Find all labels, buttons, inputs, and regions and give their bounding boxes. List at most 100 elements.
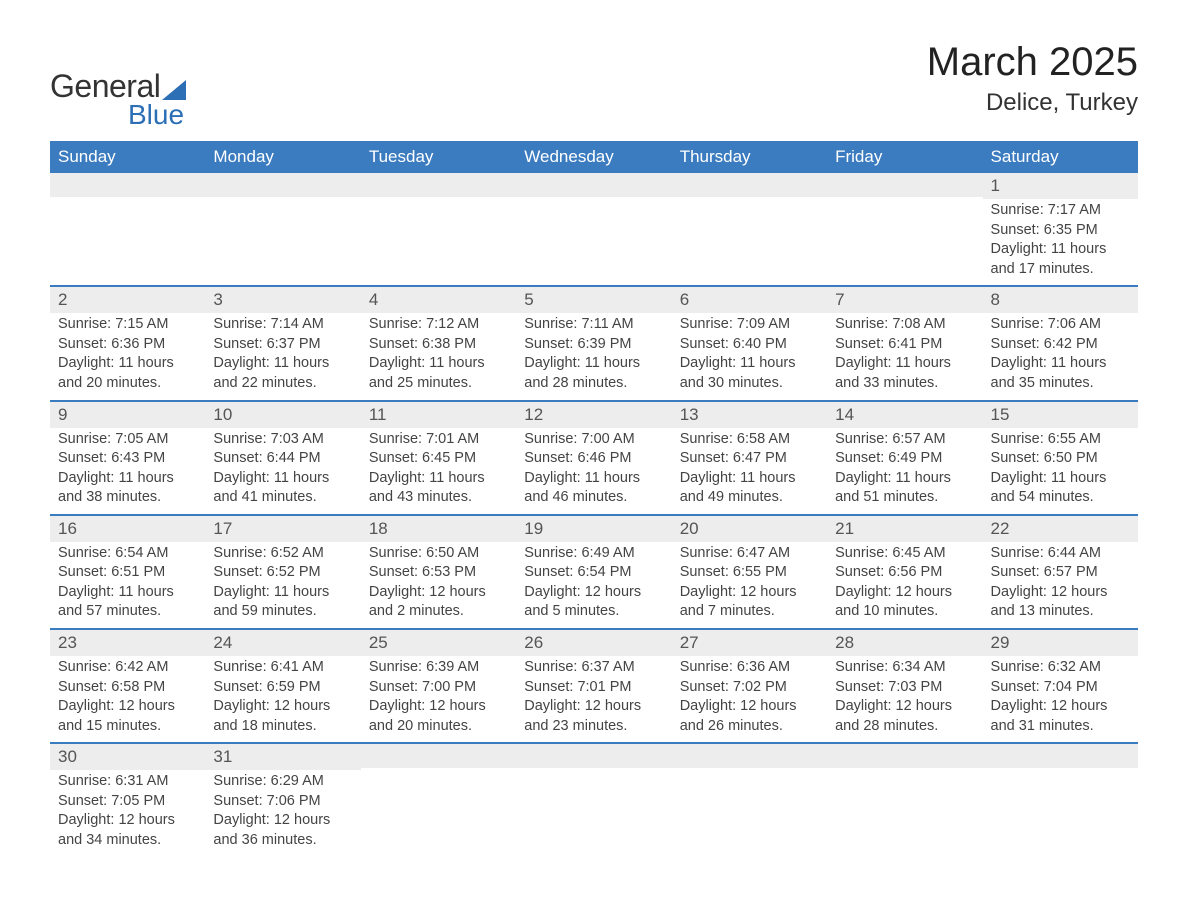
day-line-sr: Sunrise: 6:45 AM	[835, 544, 974, 564]
day-line-ss: Sunset: 6:47 PM	[680, 449, 819, 469]
day-body: Sunrise: 6:57 AMSunset: 6:49 PMDaylight:…	[827, 428, 982, 514]
day-body: Sunrise: 7:09 AMSunset: 6:40 PMDaylight:…	[672, 313, 827, 399]
day-line-d2: and 33 minutes.	[835, 374, 974, 394]
calendar-cell: 24Sunrise: 6:41 AMSunset: 6:59 PMDayligh…	[205, 629, 360, 743]
calendar-cell: 10Sunrise: 7:03 AMSunset: 6:44 PMDayligh…	[205, 401, 360, 515]
day-line-sr: Sunrise: 7:17 AM	[991, 201, 1130, 221]
day-body: Sunrise: 6:55 AMSunset: 6:50 PMDaylight:…	[983, 428, 1138, 514]
day-line-d1: Daylight: 11 hours	[58, 583, 197, 603]
header: General Blue March 2025 Delice, Turkey	[50, 40, 1138, 131]
day-line-d1: Daylight: 12 hours	[835, 583, 974, 603]
calendar-cell	[827, 743, 982, 856]
day-line-sr: Sunrise: 7:08 AM	[835, 315, 974, 335]
day-body: Sunrise: 6:45 AMSunset: 6:56 PMDaylight:…	[827, 542, 982, 628]
day-line-ss: Sunset: 6:44 PM	[213, 449, 352, 469]
day-number: 21	[827, 516, 982, 542]
day-line-ss: Sunset: 6:55 PM	[680, 563, 819, 583]
day-line-d2: and 43 minutes.	[369, 488, 508, 508]
day-line-ss: Sunset: 6:52 PM	[213, 563, 352, 583]
day-body: Sunrise: 6:34 AMSunset: 7:03 PMDaylight:…	[827, 656, 982, 742]
day-line-d1: Daylight: 11 hours	[369, 469, 508, 489]
day-body: Sunrise: 6:36 AMSunset: 7:02 PMDaylight:…	[672, 656, 827, 742]
day-line-d1: Daylight: 12 hours	[58, 811, 197, 831]
calendar-week: 23Sunrise: 6:42 AMSunset: 6:58 PMDayligh…	[50, 629, 1138, 743]
day-body: Sunrise: 6:47 AMSunset: 6:55 PMDaylight:…	[672, 542, 827, 628]
calendar-cell	[361, 173, 516, 286]
day-line-sr: Sunrise: 6:29 AM	[213, 772, 352, 792]
calendar-cell: 12Sunrise: 7:00 AMSunset: 6:46 PMDayligh…	[516, 401, 671, 515]
day-number: 18	[361, 516, 516, 542]
day-line-d1: Daylight: 12 hours	[369, 697, 508, 717]
day-body: Sunrise: 6:49 AMSunset: 6:54 PMDaylight:…	[516, 542, 671, 628]
day-line-ss: Sunset: 6:39 PM	[524, 335, 663, 355]
day-number: 30	[50, 744, 205, 770]
day-number: 17	[205, 516, 360, 542]
day-line-ss: Sunset: 6:36 PM	[58, 335, 197, 355]
day-line-d1: Daylight: 11 hours	[991, 354, 1130, 374]
day-body: Sunrise: 6:58 AMSunset: 6:47 PMDaylight:…	[672, 428, 827, 514]
calendar-cell: 29Sunrise: 6:32 AMSunset: 7:04 PMDayligh…	[983, 629, 1138, 743]
calendar-week: 16Sunrise: 6:54 AMSunset: 6:51 PMDayligh…	[50, 515, 1138, 629]
empty-day-number	[50, 173, 205, 197]
day-line-d2: and 38 minutes.	[58, 488, 197, 508]
day-body: Sunrise: 7:00 AMSunset: 6:46 PMDaylight:…	[516, 428, 671, 514]
weekday-header: Friday	[827, 141, 982, 173]
day-line-d2: and 13 minutes.	[991, 602, 1130, 622]
day-line-sr: Sunrise: 6:50 AM	[369, 544, 508, 564]
calendar-cell: 4Sunrise: 7:12 AMSunset: 6:38 PMDaylight…	[361, 286, 516, 400]
day-line-ss: Sunset: 7:05 PM	[58, 792, 197, 812]
day-line-d2: and 54 minutes.	[991, 488, 1130, 508]
day-line-ss: Sunset: 7:02 PM	[680, 678, 819, 698]
empty-day-number	[983, 744, 1138, 768]
calendar-cell	[516, 743, 671, 856]
day-line-d1: Daylight: 12 hours	[213, 697, 352, 717]
calendar-cell: 6Sunrise: 7:09 AMSunset: 6:40 PMDaylight…	[672, 286, 827, 400]
calendar-cell	[672, 173, 827, 286]
day-line-d2: and 22 minutes.	[213, 374, 352, 394]
day-body: Sunrise: 6:39 AMSunset: 7:00 PMDaylight:…	[361, 656, 516, 742]
day-body: Sunrise: 7:05 AMSunset: 6:43 PMDaylight:…	[50, 428, 205, 514]
day-line-d1: Daylight: 12 hours	[524, 697, 663, 717]
day-body: Sunrise: 7:06 AMSunset: 6:42 PMDaylight:…	[983, 313, 1138, 399]
day-line-sr: Sunrise: 7:01 AM	[369, 430, 508, 450]
day-line-ss: Sunset: 7:00 PM	[369, 678, 508, 698]
day-number: 15	[983, 402, 1138, 428]
calendar-header: SundayMondayTuesdayWednesdayThursdayFrid…	[50, 141, 1138, 173]
day-body: Sunrise: 6:41 AMSunset: 6:59 PMDaylight:…	[205, 656, 360, 742]
day-number: 8	[983, 287, 1138, 313]
day-line-ss: Sunset: 7:06 PM	[213, 792, 352, 812]
day-line-d2: and 59 minutes.	[213, 602, 352, 622]
day-number: 10	[205, 402, 360, 428]
day-line-d1: Daylight: 11 hours	[58, 469, 197, 489]
day-line-ss: Sunset: 7:04 PM	[991, 678, 1130, 698]
day-number: 9	[50, 402, 205, 428]
day-body: Sunrise: 7:15 AMSunset: 6:36 PMDaylight:…	[50, 313, 205, 399]
logo-triangle-icon	[162, 80, 186, 100]
day-number: 27	[672, 630, 827, 656]
day-body: Sunrise: 7:11 AMSunset: 6:39 PMDaylight:…	[516, 313, 671, 399]
day-line-sr: Sunrise: 6:49 AM	[524, 544, 663, 564]
calendar-cell	[50, 173, 205, 286]
day-number: 14	[827, 402, 982, 428]
day-line-sr: Sunrise: 7:03 AM	[213, 430, 352, 450]
day-line-ss: Sunset: 6:45 PM	[369, 449, 508, 469]
day-line-sr: Sunrise: 6:42 AM	[58, 658, 197, 678]
calendar-cell: 2Sunrise: 7:15 AMSunset: 6:36 PMDaylight…	[50, 286, 205, 400]
calendar-cell: 16Sunrise: 6:54 AMSunset: 6:51 PMDayligh…	[50, 515, 205, 629]
day-line-ss: Sunset: 6:37 PM	[213, 335, 352, 355]
empty-day-number	[672, 744, 827, 768]
day-body: Sunrise: 6:50 AMSunset: 6:53 PMDaylight:…	[361, 542, 516, 628]
day-body: Sunrise: 7:17 AMSunset: 6:35 PMDaylight:…	[983, 199, 1138, 285]
day-number: 6	[672, 287, 827, 313]
day-line-d2: and 23 minutes.	[524, 717, 663, 737]
day-line-d1: Daylight: 11 hours	[835, 469, 974, 489]
day-line-d2: and 7 minutes.	[680, 602, 819, 622]
calendar-cell	[516, 173, 671, 286]
day-line-ss: Sunset: 7:03 PM	[835, 678, 974, 698]
day-line-d2: and 57 minutes.	[58, 602, 197, 622]
day-line-d1: Daylight: 12 hours	[369, 583, 508, 603]
calendar-week: 30Sunrise: 6:31 AMSunset: 7:05 PMDayligh…	[50, 743, 1138, 856]
calendar-cell: 11Sunrise: 7:01 AMSunset: 6:45 PMDayligh…	[361, 401, 516, 515]
day-line-d2: and 51 minutes.	[835, 488, 974, 508]
day-line-sr: Sunrise: 7:06 AM	[991, 315, 1130, 335]
